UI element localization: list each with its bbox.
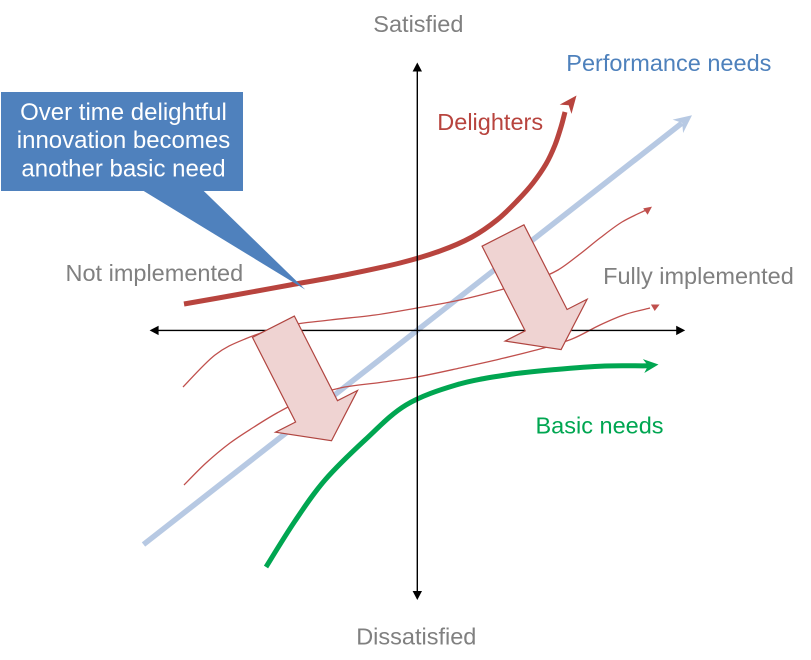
svg-text:Dissatisfied: Dissatisfied <box>356 623 476 649</box>
svg-text:Basic needs: Basic needs <box>536 412 664 438</box>
svg-text:innovation becomes: innovation becomes <box>17 127 230 154</box>
svg-text:Performance needs: Performance needs <box>566 50 771 76</box>
svg-text:Fully implemented: Fully implemented <box>603 263 794 289</box>
svg-text:Over time delightful: Over time delightful <box>20 99 227 126</box>
svg-text:Satisfied: Satisfied <box>373 11 463 37</box>
svg-text:Delighters: Delighters <box>437 109 543 135</box>
svg-text:Not implemented: Not implemented <box>66 260 244 286</box>
svg-text:another basic need: another basic need <box>21 155 225 182</box>
